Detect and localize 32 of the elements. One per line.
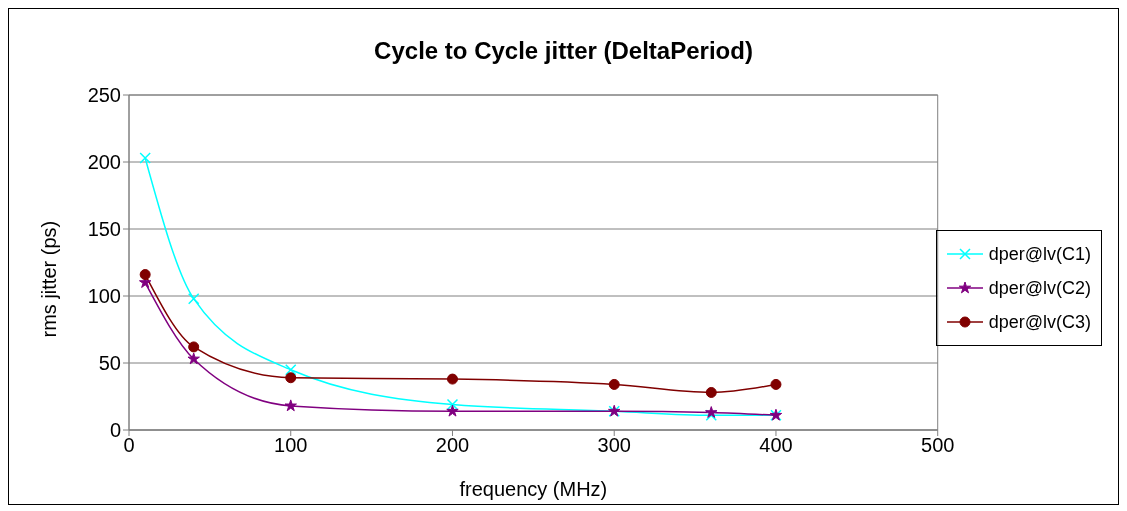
y-tick-label: 150 [87, 218, 121, 241]
y-tick-label: 200 [87, 151, 121, 174]
point [139, 269, 151, 281]
point [139, 152, 151, 164]
y-axis-title: rms jitter (ps) [38, 220, 61, 338]
point [608, 378, 620, 390]
point [187, 352, 200, 365]
legend-label: dper@lv(C1) [988, 242, 1091, 266]
x-tick-label: 0 [123, 434, 135, 457]
y-tick-label: 250 [87, 84, 121, 107]
legend-label: dper@lv(C2) [988, 276, 1091, 300]
point [446, 373, 458, 385]
point [446, 398, 459, 411]
point [770, 378, 782, 390]
point [187, 292, 200, 305]
point [705, 386, 717, 398]
y-tick-label: 0 [109, 419, 121, 442]
x-tick-label: 200 [435, 434, 470, 457]
x-tick-label: 500 [921, 434, 955, 457]
point [285, 372, 297, 384]
y-tick-label: 50 [98, 352, 121, 375]
point [284, 363, 297, 376]
chart-title: Cycle to Cycle jitter (DeltaPeriod) [373, 37, 754, 65]
legend-label: dper@lv(C3) [988, 310, 1091, 334]
y-tick-label: 100 [87, 285, 121, 308]
point [188, 341, 200, 353]
point [284, 399, 297, 412]
x-tick-label: 400 [759, 434, 793, 457]
x-tick-label: 300 [597, 434, 631, 457]
x-axis-title: frequency (MHz) [459, 478, 608, 500]
point [446, 404, 459, 417]
x-tick-label: 100 [274, 434, 308, 457]
